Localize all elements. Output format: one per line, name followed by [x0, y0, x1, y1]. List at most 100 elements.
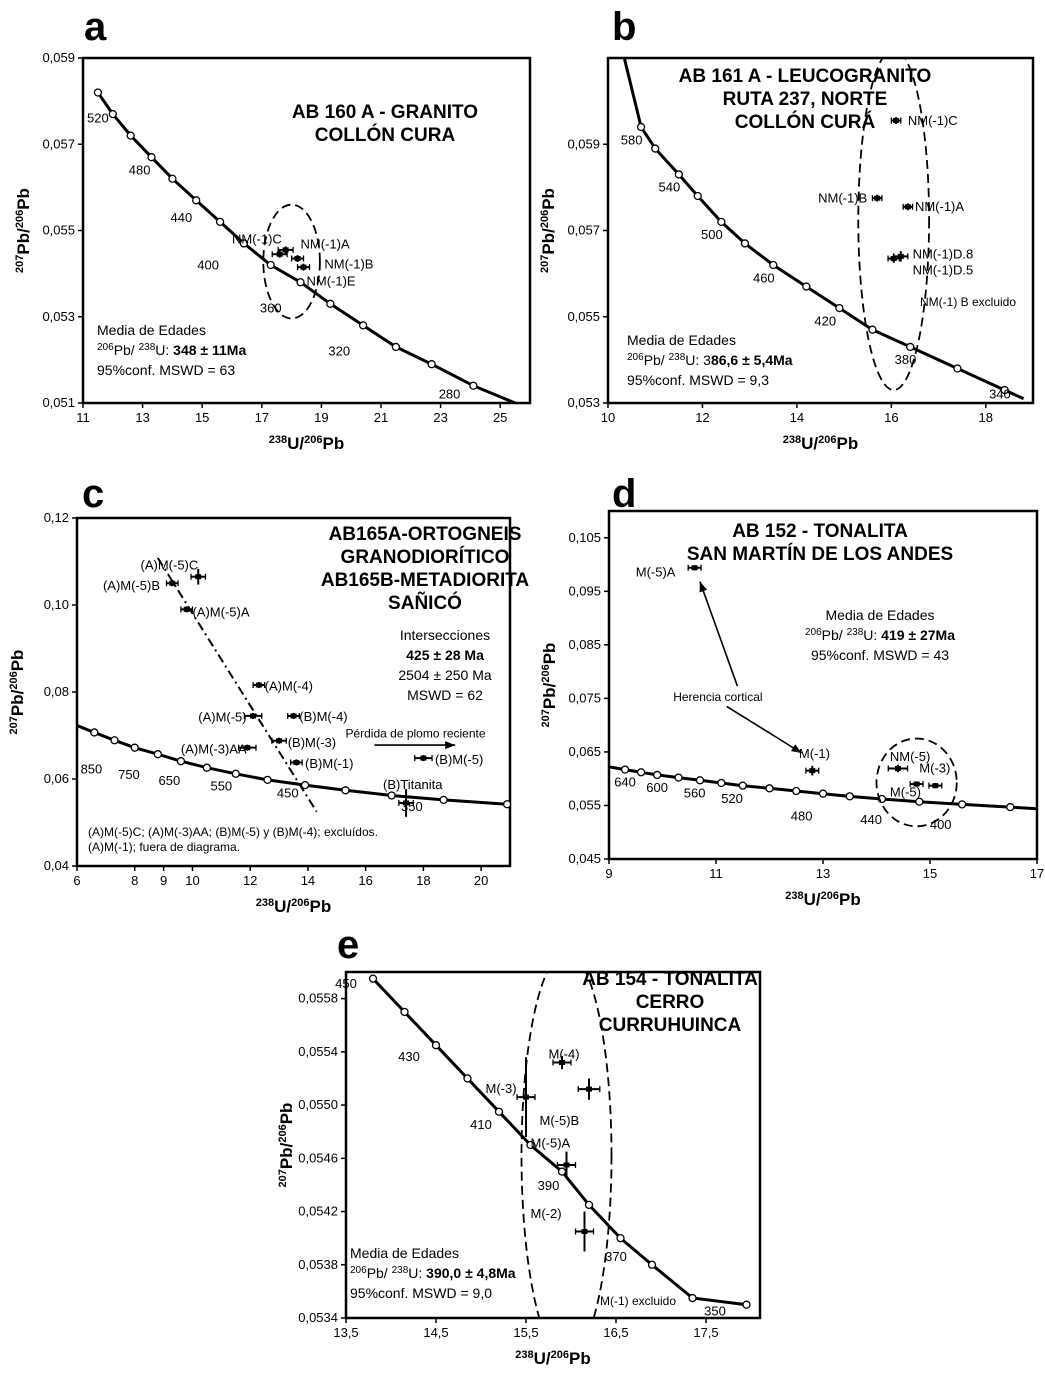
concordia-age-marker: [192, 196, 201, 205]
concordia-age-marker: [616, 1234, 625, 1243]
data-point: [887, 764, 909, 773]
y-axis-label: 207Pb/206Pb: [277, 1103, 296, 1188]
y-tick-label: 0,0550: [298, 1097, 338, 1112]
concordia-age-marker: [738, 781, 747, 790]
concordia-age-label: 750: [118, 767, 140, 782]
concordia-age-marker: [906, 342, 915, 352]
concordia-age-marker: [915, 797, 924, 806]
concordia-age-label: 450: [277, 785, 299, 800]
x-tick-label: 9: [160, 873, 167, 888]
data-point: [180, 606, 194, 613]
concordia-age-marker: [239, 239, 249, 248]
concordia-age-marker: [341, 786, 350, 795]
concordia-age-marker: [300, 780, 310, 790]
x-tick-label: 13,5: [333, 1325, 358, 1340]
concordia-age-marker: [502, 800, 510, 809]
point-label: (B)M(-4): [299, 709, 347, 724]
chart-title: AB165B-METADIORITA: [321, 570, 530, 591]
panel-b: b 10 12 14 16 18 0,053 0,055 0,057 0,059 238U/206P…: [539, 5, 1035, 453]
x-tick-label: 17,5: [693, 1325, 718, 1340]
concordia-age-label: 440: [860, 812, 882, 827]
panel-letter: e: [337, 923, 359, 967]
concordia-age-marker: [769, 260, 778, 270]
concordia-age-marker: [765, 784, 774, 793]
annotation-line: 206Pb/ 238U: 386,6 ± 5,4Ma: [627, 352, 793, 369]
concordia-age-marker: [202, 763, 212, 772]
point-label: NM(-1)C: [908, 113, 958, 128]
y-tick-label: 0,055: [567, 309, 600, 324]
annotation-line: 95%conf. MSWD = 43: [811, 647, 949, 663]
exclusion-note: (A)M(-5)C; (A)M(-3)AA; (B)M(-5) y (B)M(-…: [88, 825, 378, 839]
concordia-age-marker: [695, 776, 705, 785]
concordia-age-marker: [1006, 802, 1015, 812]
point-label: M(-5): [890, 784, 921, 799]
x-tick-label: 23: [433, 410, 447, 425]
y-tick-label: 0,0558: [298, 991, 338, 1006]
concordia-age-label: 460: [753, 270, 775, 285]
concordia-age-label: 600: [646, 780, 668, 795]
point-label: (A)M(-5)C: [141, 557, 199, 572]
annotation-line: 425 ± 28 Ma: [406, 647, 484, 663]
y-tick-label: 0,059: [567, 136, 600, 151]
concordia-age-marker: [717, 778, 726, 788]
point-label: NM(-1)B: [818, 190, 867, 205]
data-point: [890, 117, 902, 124]
data-point: [577, 1078, 601, 1100]
chart-title: COLLÓN CURÁ: [735, 111, 876, 133]
x-tick-label: 19: [314, 410, 328, 425]
x-tick-label: 16: [358, 873, 372, 888]
concordia-age-marker: [717, 217, 726, 227]
concordia-age-marker: [636, 122, 646, 132]
point-label: (B)M(-1): [305, 756, 353, 771]
concordia-age-label: 430: [398, 1049, 420, 1064]
concordia-age-marker: [147, 153, 156, 162]
point-label: (A)M(-3)AA: [181, 741, 247, 756]
concordia-age-marker: [868, 325, 877, 334]
concordia-age-marker: [153, 750, 162, 759]
x-tick-label: 21: [374, 410, 388, 425]
y-axis-label: 207Pb/206Pb: [14, 188, 33, 273]
concordia-age-marker: [176, 757, 186, 766]
y-tick-label: 0,045: [568, 851, 601, 866]
y-tick-label: 0,04: [44, 858, 69, 873]
concordia-age-label: 640: [614, 775, 636, 790]
discordia-line: [156, 557, 318, 813]
concordia-age-marker: [620, 765, 630, 774]
data-point: [290, 255, 305, 262]
chart-title: AB165A-ORTOGNEIS: [329, 524, 522, 545]
point-label: NM(-1)B: [324, 256, 373, 271]
data-point: [516, 1057, 536, 1138]
panel-letter: b: [612, 5, 636, 49]
x-tick-label: 10: [185, 873, 199, 888]
concordia-age-label: 350: [401, 799, 423, 814]
concordia-age-label: 380: [895, 352, 917, 367]
y-tick-label: 0,12: [44, 510, 69, 525]
x-tick-label: 18: [979, 410, 993, 425]
chart-title: CERRO: [636, 992, 705, 1013]
annotation-line: 206Pb/ 238U: 348 ± 11Ma: [97, 342, 246, 359]
data-point: [252, 681, 266, 689]
point-label: NM(-1)E: [307, 274, 356, 289]
x-tick-label: 16: [884, 410, 898, 425]
concordia-age-marker: [845, 792, 854, 801]
y-tick-label: 0,0534: [298, 1310, 338, 1325]
concordia-age-label: 520: [721, 791, 743, 806]
chart-title: SAN MARTÍN DE LOS ANDES: [687, 543, 953, 565]
x-tick-label: 6: [73, 873, 80, 888]
concordia-age-marker: [792, 786, 801, 796]
concordia-age-label: 410: [470, 1117, 492, 1132]
data-point: [398, 789, 414, 817]
point-label: M(-5)A: [636, 564, 676, 579]
concordia-age-marker: [215, 217, 225, 227]
annotation-arrow: [726, 705, 803, 754]
concordia-age-label: 850: [81, 761, 103, 776]
concordia-age-marker: [693, 191, 702, 201]
data-point: [289, 759, 303, 766]
panel-letter: a: [84, 5, 107, 49]
y-tick-label: 0,105: [568, 530, 601, 545]
point-label: M(-1): [799, 746, 830, 761]
data-point: [687, 564, 702, 571]
concordia-age-marker: [584, 1200, 594, 1210]
x-tick-label: 9: [605, 866, 612, 881]
x-axis-label: 238U/206Pb: [269, 434, 344, 453]
